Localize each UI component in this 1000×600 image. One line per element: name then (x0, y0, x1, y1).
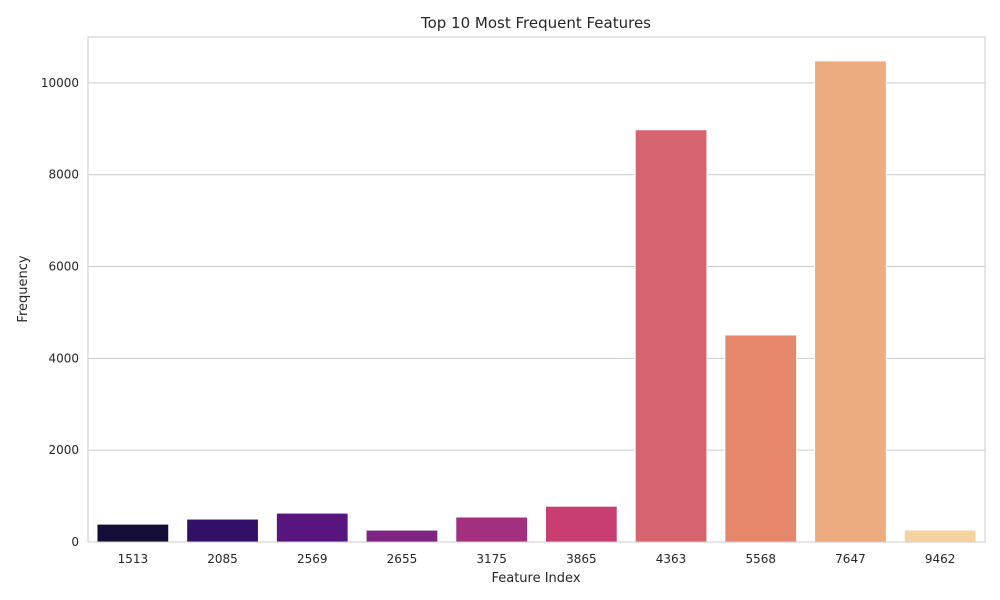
bars (96, 60, 977, 543)
bar-2569 (275, 512, 349, 543)
y-tick-label-4000: 4000 (48, 351, 79, 365)
bar-2655 (365, 529, 439, 543)
x-tick-label-2085: 2085 (207, 552, 238, 566)
y-tick-label-8000: 8000 (48, 168, 79, 182)
chart-title: Top 10 Most Frequent Features (420, 14, 651, 32)
y-tick-label-2000: 2000 (48, 443, 79, 457)
bar-2085 (186, 518, 259, 543)
axes: 0 2000 4000 6000 8000 10000 1513 2085 2569 2655 31… (41, 36, 986, 566)
x-axis-label: Feature Index (491, 571, 580, 586)
x-tick-label-3865: 3865 (566, 552, 597, 566)
bar-4363 (634, 129, 708, 543)
plot-frame (87, 36, 986, 543)
y-tick-label-0: 0 (71, 535, 79, 549)
x-tick-label-2655: 2655 (387, 552, 418, 566)
bar-7647 (814, 60, 887, 543)
y-tick-label-10000: 10000 (41, 76, 79, 90)
x-tick-label-3175: 3175 (476, 552, 507, 566)
x-tick-label-1513: 1513 (118, 552, 149, 566)
x-tick-label-7647: 7647 (835, 552, 866, 566)
y-tick-label-6000: 6000 (48, 260, 79, 274)
bar-1513 (96, 523, 170, 543)
bar-3865 (544, 505, 618, 543)
bar-5568 (724, 334, 798, 543)
x-tick-label-2569: 2569 (297, 552, 328, 566)
bar-3175 (455, 516, 529, 543)
y-axis-label: Frequency (16, 255, 31, 322)
x-tick-label-9462: 9462 (925, 552, 956, 566)
x-tick-label-4363: 4363 (656, 552, 687, 566)
x-tick-label-5568: 5568 (745, 552, 776, 566)
bar-9462 (903, 529, 977, 543)
